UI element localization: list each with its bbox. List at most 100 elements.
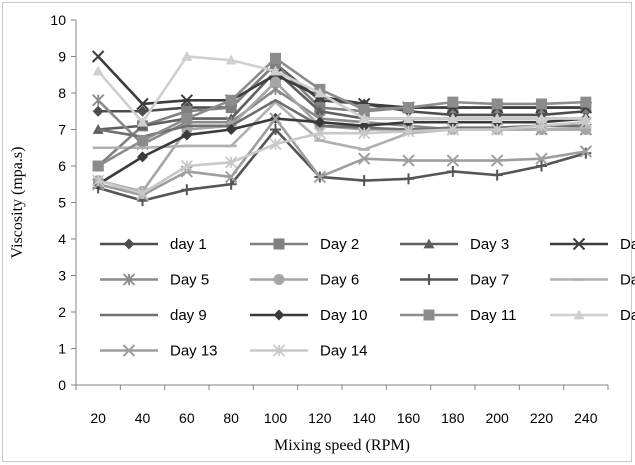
data-point xyxy=(136,97,149,111)
data-point xyxy=(491,113,503,123)
legend-item: day 1 xyxy=(100,236,207,253)
data-point xyxy=(92,174,105,187)
data-point xyxy=(225,102,237,114)
data-point xyxy=(446,123,459,136)
data-point xyxy=(447,165,459,177)
data-point xyxy=(358,120,370,132)
y-tick-label: 10 xyxy=(50,12,66,28)
legend-marker xyxy=(122,273,136,286)
series-day-7 xyxy=(92,124,592,207)
legend-marker xyxy=(273,274,285,285)
x-tick-label: 220 xyxy=(530,410,554,426)
data-point xyxy=(181,105,193,117)
series-day-1 xyxy=(92,58,592,121)
data-point xyxy=(92,124,104,134)
x-tick-label: 80 xyxy=(223,410,239,426)
data-point xyxy=(225,54,237,65)
series-line xyxy=(97,120,586,195)
data-point xyxy=(358,113,370,123)
y-tick-label: 4 xyxy=(58,231,66,247)
legend-marker xyxy=(273,309,285,321)
y-tick-label: 5 xyxy=(58,195,66,211)
data-point xyxy=(491,169,503,181)
data-point xyxy=(314,105,326,116)
data-point xyxy=(580,96,592,108)
series-day-14 xyxy=(92,116,592,200)
y-tick-label: 7 xyxy=(58,122,66,138)
data-point xyxy=(270,65,281,76)
data-point xyxy=(181,113,193,125)
data-point xyxy=(402,125,415,138)
data-point xyxy=(358,103,370,115)
legend-item: Day 7 xyxy=(400,272,509,289)
legend-label: Day 8 xyxy=(620,272,635,289)
x-tick-label: 20 xyxy=(90,410,106,426)
data-point xyxy=(403,173,414,185)
x-tick-label: 200 xyxy=(485,410,509,426)
data-point xyxy=(92,94,105,107)
legend-marker xyxy=(272,344,286,357)
data-point xyxy=(491,123,504,136)
data-point xyxy=(270,76,281,88)
data-point xyxy=(137,116,148,127)
data-point xyxy=(224,170,238,184)
data-point xyxy=(447,113,459,123)
x-tick-label: 160 xyxy=(397,410,421,426)
legend-item: Day 2 xyxy=(250,236,359,253)
legend-label: Day 6 xyxy=(320,272,359,289)
x-tick-label: 240 xyxy=(574,410,598,426)
data-point xyxy=(491,98,503,110)
legend-label: Day 10 xyxy=(320,307,368,324)
legend-label: Day 2 xyxy=(320,236,359,253)
legend-marker xyxy=(423,274,435,285)
data-point xyxy=(137,105,148,117)
data-point xyxy=(225,94,237,106)
data-point xyxy=(579,116,592,129)
data-point xyxy=(270,52,281,64)
legend-label: Day 11 xyxy=(470,307,516,324)
legend-marker xyxy=(123,238,135,250)
data-point xyxy=(314,116,326,128)
x-tick-label: 40 xyxy=(135,410,151,426)
data-point xyxy=(446,154,460,167)
legend-item: Day 10 xyxy=(250,307,368,324)
data-point xyxy=(180,159,193,173)
y-tick-label: 6 xyxy=(58,158,66,174)
legend-label: day 9 xyxy=(170,307,207,324)
data-point xyxy=(447,96,459,108)
series-line xyxy=(98,62,586,117)
data-point xyxy=(313,170,327,184)
legend-item: day 9 xyxy=(100,307,207,324)
legend-marker xyxy=(122,344,136,357)
data-point xyxy=(92,105,104,117)
data-point xyxy=(181,51,193,61)
data-point xyxy=(403,102,414,114)
legend-item: Day 6 xyxy=(250,272,359,289)
data-point xyxy=(137,134,148,146)
data-point xyxy=(92,160,104,172)
series-line xyxy=(97,55,586,124)
series-line xyxy=(97,128,587,202)
legend-marker xyxy=(572,237,586,251)
series-line xyxy=(97,57,586,168)
data-point xyxy=(181,184,193,196)
x-axis-title: Mixing speed (RPM) xyxy=(274,437,410,454)
axes: 0 1 2 3 4 5 6 7 8 9 10 20 40 60 80 100 120 140 160 180 200 22… xyxy=(50,12,609,426)
series-line xyxy=(97,117,587,197)
x-tick-label: 140 xyxy=(352,410,376,426)
legend: day 1 Day 2 Day 3 Day4 Day 5 Day 6 Day 7 Day 8 d… xyxy=(92,228,635,368)
x-tick-label: 120 xyxy=(308,410,332,426)
legend-label: Day 5 xyxy=(170,272,209,289)
data-point xyxy=(536,98,547,110)
y-tick-label: 8 xyxy=(58,85,66,101)
data-point xyxy=(357,152,371,165)
x-tick-label: 60 xyxy=(179,410,195,426)
x-tick-label: 100 xyxy=(264,410,288,426)
legend-label: day 1 xyxy=(170,236,207,253)
data-point xyxy=(181,129,193,141)
legend-item: Day 13 xyxy=(100,343,218,360)
data-point xyxy=(91,50,105,63)
legend-item: Day 8 xyxy=(550,272,635,289)
data-point xyxy=(403,113,414,123)
